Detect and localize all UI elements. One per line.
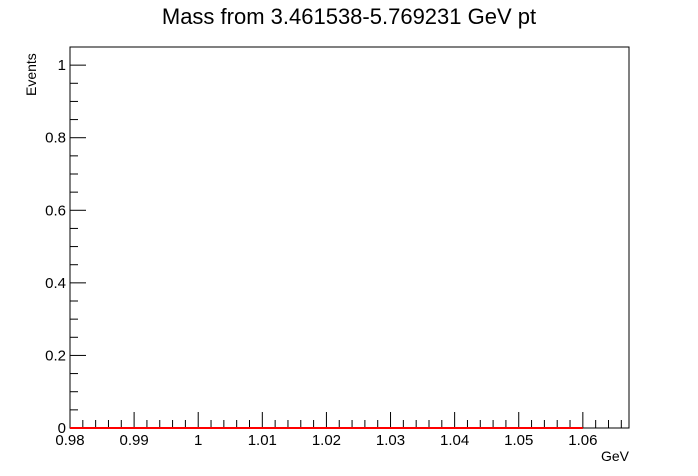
x-tick-label: 1.02: [312, 432, 341, 449]
x-tick-label: 1.01: [248, 432, 277, 449]
x-tick-label: 0.98: [55, 432, 84, 449]
x-tick-label: 1.03: [376, 432, 405, 449]
y-tick-label: 0.2: [45, 347, 66, 364]
plot-frame: [69, 46, 630, 429]
x-tick-label: 1.06: [568, 432, 597, 449]
y-tick-label: 1: [58, 57, 66, 74]
y-tick-label: 0.4: [45, 275, 66, 292]
y-tick-label: 0.8: [45, 130, 66, 147]
y-tick-label: 0: [58, 420, 66, 437]
x-axis-label: GeV: [601, 448, 630, 464]
x-tick-label: 1: [194, 432, 202, 449]
y-tick-label: 0.6: [45, 202, 66, 219]
x-tick-label: 1.04: [440, 432, 469, 449]
x-tick-label: 1.05: [504, 432, 533, 449]
y-axis-label: Events: [23, 53, 39, 96]
chart-title: Mass from 3.461538-5.769231 GeV pt: [162, 4, 536, 29]
x-tick-label: 0.99: [120, 432, 149, 449]
ticks: 0.98 0.99 1 1.01 1.02 1.03 1.04 1.05 1.06 0 0.2 0.4…: [45, 46, 622, 449]
